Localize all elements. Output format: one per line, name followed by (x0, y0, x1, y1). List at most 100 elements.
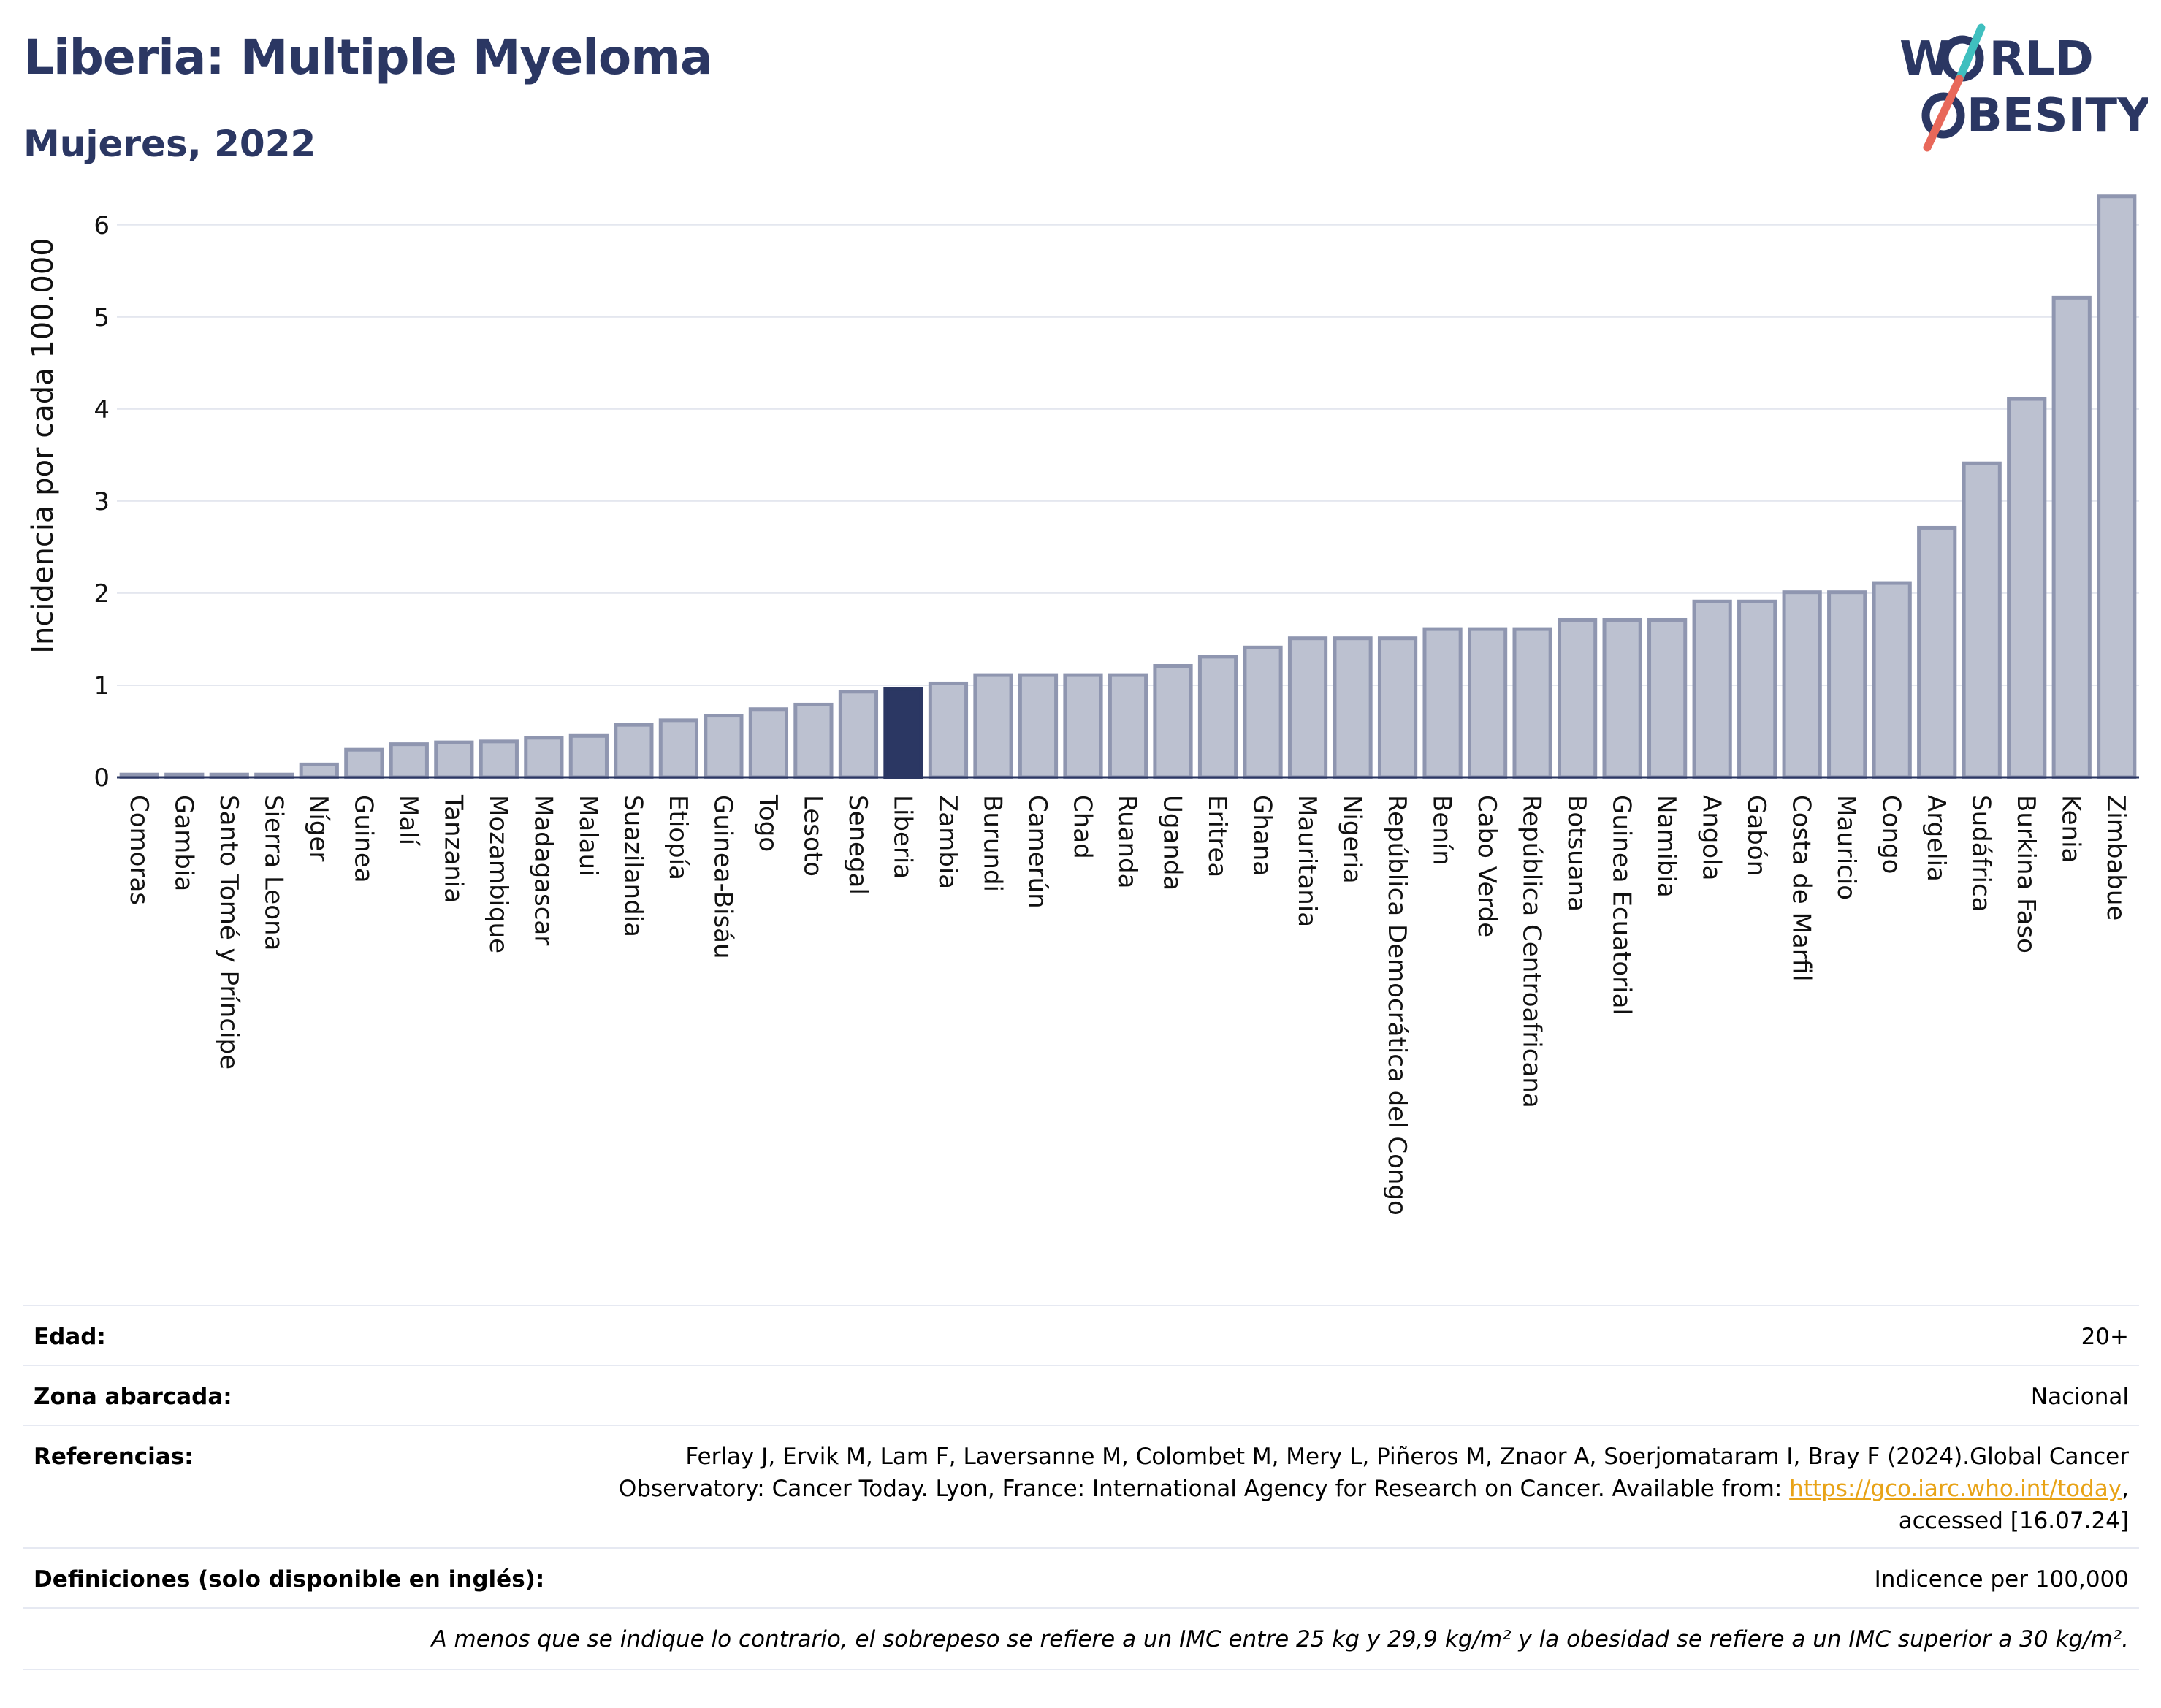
x-tick-label: Mauricio (1832, 795, 1861, 900)
x-tick-label: Namibia (1652, 795, 1681, 898)
bar (1108, 673, 1148, 779)
bar (1692, 599, 1732, 779)
world-obesity-logo: W RLD BESITY (1899, 23, 2148, 152)
bar (434, 740, 474, 779)
bar (1558, 617, 1598, 779)
bar (1962, 461, 2002, 779)
x-tick-label: Lesoto (798, 795, 827, 877)
x-tick-label: Malí (394, 795, 423, 847)
references-link[interactable]: https://gco.iarc.who.int/today (1789, 1476, 2122, 1502)
references-line-2: Observatory: Cancer Today. Lyon, France:… (618, 1476, 2129, 1502)
x-tick-label: Congo (1877, 795, 1906, 874)
x-tick-label: Sudáfrica (1967, 795, 1996, 912)
x-tick-label: Gambia (169, 795, 198, 891)
x-tick-label: Etiopía (663, 795, 693, 880)
x-tick-label: Zimbabue (2101, 795, 2130, 920)
x-tick-label: Kenia (2057, 795, 2086, 863)
bar (1647, 617, 1688, 779)
bar (793, 702, 834, 779)
bar (614, 723, 654, 779)
y-tick-label: 2 (94, 579, 110, 609)
x-tick-label: Benín (1428, 795, 1457, 866)
bar (1018, 673, 1059, 779)
x-tick-label: Guinea-Bisáu (708, 795, 737, 959)
x-tick-label: Burkina Faso (2011, 795, 2040, 953)
y-tick-label: 0 (94, 763, 110, 793)
x-tick-label: Mauritania (1292, 795, 1322, 927)
bar (1377, 636, 1418, 779)
x-tick-label: Botsuana (1562, 795, 1591, 912)
x-tick-label: Malaui (573, 795, 603, 876)
x-tick-label: Santo Tomé y Príncipe (214, 795, 243, 1070)
bar (524, 736, 564, 779)
meta-row-age: Edad: 20+ (23, 1305, 2139, 1366)
references-line-1: Ferlay J, Ervik M, Lam F, Laversanne M, … (685, 1444, 2129, 1470)
x-axis-ticks: Comoras Gambia Santo Tomé y Príncipe Sierra… (124, 794, 2130, 1216)
y-tick-label: 5 (94, 303, 110, 332)
x-tick-label: Uganda (1158, 795, 1187, 891)
x-tick-label: Liberia (888, 795, 917, 879)
age-label: Edad: (34, 1324, 106, 1350)
area-label: Zona abarcada: (34, 1384, 232, 1410)
x-tick-label: Guinea Ecuatorial (1607, 795, 1636, 1015)
references-value: Ferlay J, Ervik M, Lam F, Laversanne M, … (619, 1441, 2129, 1537)
x-tick-label: Mozambique (484, 795, 513, 953)
bar (1917, 525, 1957, 779)
page-subtitle: Mujeres, 2022 (23, 123, 316, 165)
x-tick-label: Togo (753, 794, 782, 852)
bar (1512, 627, 1552, 779)
bar (2007, 397, 2047, 779)
y-axis-ticks: 0 1 2 3 4 5 6 (94, 211, 110, 793)
bar (344, 747, 384, 779)
bar (389, 742, 429, 779)
bar (479, 739, 519, 779)
y-tick-label: 4 (94, 395, 110, 424)
bar (1872, 581, 1912, 779)
x-tick-label: Guinea (348, 795, 378, 883)
bar (1153, 664, 1193, 779)
bar (973, 673, 1013, 779)
x-tick-label: Chad (1067, 795, 1097, 859)
x-tick-label: República Centroafricana (1517, 795, 1547, 1108)
bar (1422, 627, 1463, 779)
definitions-value: Indicence per 100,000 (1874, 1566, 2129, 1593)
area-value: Nacional (2030, 1384, 2129, 1410)
bar (1063, 673, 1103, 779)
x-tick-label: Comoras (124, 795, 153, 905)
x-tick-label: Nigeria (1338, 795, 1367, 884)
bars (119, 194, 2137, 779)
x-tick-label: Sierra Leona (259, 795, 288, 950)
bar (748, 707, 789, 779)
bar (928, 681, 969, 779)
y-tick-label: 1 (94, 671, 110, 701)
bar (1602, 617, 1642, 779)
y-axis-label: Incidencia por cada 100.000 (26, 237, 60, 654)
bar (1467, 627, 1508, 779)
age-value: 20+ (2081, 1324, 2129, 1350)
bar (568, 733, 609, 779)
bar-highlight (883, 687, 923, 779)
definitions-label: Definiciones (solo disponible en inglés)… (34, 1566, 545, 1593)
bar (658, 718, 698, 779)
references-line-3: accessed [16.07.24] (1898, 1508, 2129, 1534)
bar (1197, 655, 1238, 779)
bar (2051, 295, 2092, 779)
bar (2097, 194, 2137, 779)
x-tick-label: Madagascar (528, 795, 557, 945)
references-label: Referencias: (34, 1444, 194, 1470)
bar (838, 690, 879, 779)
x-tick-label: Burundi (977, 795, 1007, 892)
footnote: A menos que se indique lo contrario, el … (431, 1626, 2129, 1652)
x-tick-label: Camerún (1023, 795, 1052, 909)
bar (1737, 599, 1777, 779)
x-tick-label: Níger (304, 795, 333, 861)
bar-chart: 0 1 2 3 4 5 6 Comoras Gambia Santo Tomé y Prínci… (26, 194, 2139, 1216)
x-tick-label: Argelia (1921, 795, 1951, 882)
x-tick-label: Senegal (843, 795, 872, 895)
bar (299, 762, 339, 779)
bar (1243, 645, 1283, 779)
x-tick-label: Angola (1697, 795, 1726, 880)
x-tick-label: Tanzania (438, 794, 468, 903)
x-tick-label: Suazilandia (618, 795, 647, 937)
meta-row-footnote: A menos que se indique lo contrario, el … (23, 1607, 2139, 1670)
